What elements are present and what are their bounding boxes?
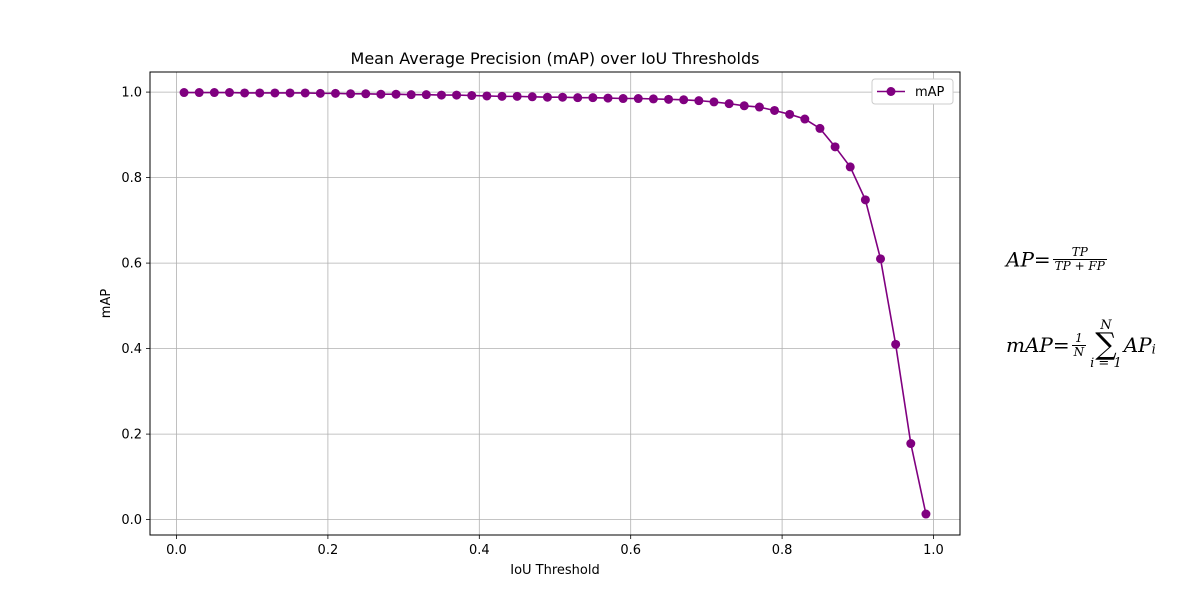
y-axis-label: mAP — [99, 289, 114, 319]
data-point — [830, 142, 840, 152]
x-tick-label: 0.0 — [166, 543, 187, 558]
data-point — [527, 92, 537, 102]
data-point — [406, 90, 416, 100]
y-tick-label: 0.6 — [121, 257, 142, 272]
data-point — [436, 90, 446, 100]
map-fraction-numerator: 1 — [1071, 331, 1087, 346]
data-point — [467, 91, 477, 101]
x-tick-label: 0.8 — [772, 543, 793, 558]
x-tick-label: 0.6 — [620, 543, 641, 558]
data-point — [391, 89, 401, 99]
data-point — [376, 89, 386, 99]
ap-formula: AP= TP TP + FP — [1006, 246, 1109, 273]
map-formula-equals: = — [1052, 333, 1070, 357]
data-point — [770, 105, 780, 115]
data-point — [891, 339, 901, 349]
data-point — [906, 439, 916, 449]
data-point — [300, 88, 310, 98]
map-formula: mAP= 1 N N ∑ i = 1 APi — [1006, 318, 1156, 371]
plot-frame — [149, 71, 961, 536]
y-tick-label: 0.2 — [121, 428, 142, 443]
data-point — [224, 88, 234, 98]
legend-marker-icon — [886, 87, 896, 96]
data-point — [754, 102, 764, 112]
sigma-icon: ∑ — [1095, 327, 1117, 362]
ap-formula-equals: = — [1033, 247, 1051, 272]
data-point — [240, 88, 250, 98]
ap-fraction: TP TP + FP — [1052, 246, 1107, 273]
data-point — [694, 96, 704, 106]
data-point — [315, 88, 325, 98]
y-tick-label: 0.4 — [121, 342, 142, 357]
data-point — [876, 254, 886, 264]
data-point — [482, 91, 492, 101]
grid — [150, 72, 960, 535]
data-point — [573, 93, 583, 103]
data-point — [421, 90, 431, 100]
data-point — [588, 93, 598, 103]
summation-lower-limit: i = 1 — [1090, 356, 1122, 371]
x-tick-label: 1.0 — [923, 543, 944, 558]
data-point — [346, 89, 356, 99]
data-point — [285, 88, 295, 98]
data-point — [255, 88, 265, 98]
y-tick-label: 0.8 — [121, 171, 142, 186]
data-point — [194, 88, 204, 98]
y-tick-label: 0.0 — [121, 513, 142, 528]
legend: mAP — [871, 78, 954, 105]
data-point — [679, 95, 689, 105]
legend-entry-map: mAP — [915, 85, 945, 100]
data-point — [330, 88, 340, 98]
data-point — [845, 162, 855, 172]
data-point — [648, 94, 658, 104]
data-point — [633, 94, 643, 104]
map-fraction-denominator: N — [1073, 344, 1085, 359]
data-point — [815, 123, 825, 133]
x-tick-label: 0.4 — [469, 543, 490, 558]
ap-formula-lhs: AP — [1006, 247, 1034, 272]
data-point — [921, 509, 931, 519]
data-point — [709, 97, 719, 107]
data-point — [739, 101, 749, 111]
data-point — [800, 114, 810, 124]
data-point — [270, 88, 280, 98]
data-point — [860, 195, 870, 205]
ap-numerator: TP — [1052, 246, 1107, 260]
chart-title: Mean Average Precision (mAP) over IoU Th… — [351, 49, 760, 68]
data-markers — [179, 88, 931, 519]
map-formula-lhs: mAP — [1006, 333, 1053, 357]
data-point — [512, 91, 522, 101]
x-tick-label: 0.2 — [318, 543, 339, 558]
data-point — [542, 92, 552, 102]
data-point — [179, 88, 189, 98]
summation-upper-limit: N — [1100, 318, 1112, 333]
map-formula-term: AP — [1123, 333, 1152, 357]
data-point — [452, 90, 462, 100]
data-point — [724, 99, 734, 109]
data-point — [603, 93, 613, 103]
data-point — [664, 94, 674, 104]
data-point — [361, 89, 371, 99]
data-point — [558, 92, 568, 102]
axis-ticks: 0.0 0.2 0.4 0.6 0.8 1.0 0.0 0.2 0.4 0.6 0.8 1.0 — [121, 86, 944, 558]
x-axis-label: IoU Threshold — [510, 563, 600, 578]
map-formula-term-subscript: i — [1151, 342, 1156, 358]
ap-denominator: TP + FP — [1054, 259, 1105, 273]
data-point — [785, 109, 795, 119]
y-tick-label: 1.0 — [121, 86, 142, 101]
legend-box — [871, 78, 954, 105]
data-point — [209, 88, 219, 98]
summation: N ∑ i = 1 — [1090, 318, 1122, 371]
data-point — [618, 94, 628, 104]
data-point — [497, 91, 507, 101]
